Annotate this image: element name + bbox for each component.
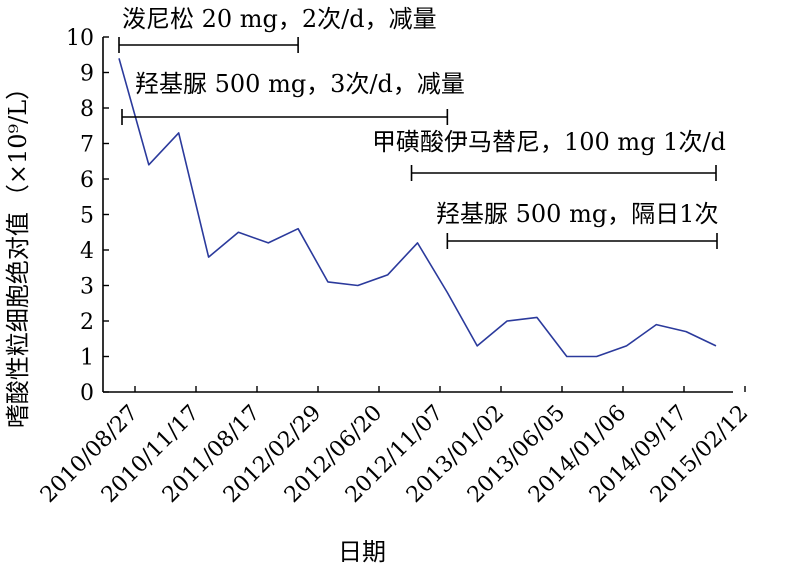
series-line	[118, 58, 717, 358]
x-axis-ticks: 2010/08/272010/11/172011/08/172012/02/29…	[36, 386, 753, 508]
y-axis-title-group: 嗜酸性粒细胞绝对值 （×10⁹/L）	[4, 76, 32, 428]
y-axis-title-label: 嗜酸性粒细胞绝对值	[4, 212, 32, 428]
series-group	[118, 58, 717, 358]
y-tick-label: 10	[66, 26, 94, 51]
y-tick-label: 2	[80, 310, 94, 335]
annotation-label: 羟基脲 500 mg，隔日1次	[436, 200, 718, 228]
y-axis-ticks: 0 1 2 3 4 5 6 7 8 9 10	[66, 26, 109, 406]
y-axis-title: 嗜酸性粒细胞绝对值 （×10⁹/L）	[4, 76, 32, 428]
annotation-label: 羟基脲 500 mg，3次/d，减量	[135, 70, 465, 98]
y-tick-label: 4	[80, 239, 94, 264]
y-tick-label: 8	[80, 97, 94, 122]
x-axis-title: 日期	[338, 538, 386, 566]
y-tick-label: 7	[80, 133, 94, 158]
y-tick-label: 3	[80, 275, 94, 300]
annotation-label: 泼尼松 20 mg，2次/d，减量	[122, 5, 437, 33]
y-tick-label: 9	[80, 62, 94, 87]
y-tick-label: 0	[80, 381, 94, 406]
y-tick-label: 5	[80, 204, 94, 229]
y-axis-unit: （×10⁹/L）	[4, 76, 32, 208]
y-tick-label: 1	[80, 346, 94, 371]
y-tick-label: 6	[80, 168, 94, 193]
annotation-label: 甲磺酸伊马替尼，100 mg 1次/d	[372, 128, 726, 156]
